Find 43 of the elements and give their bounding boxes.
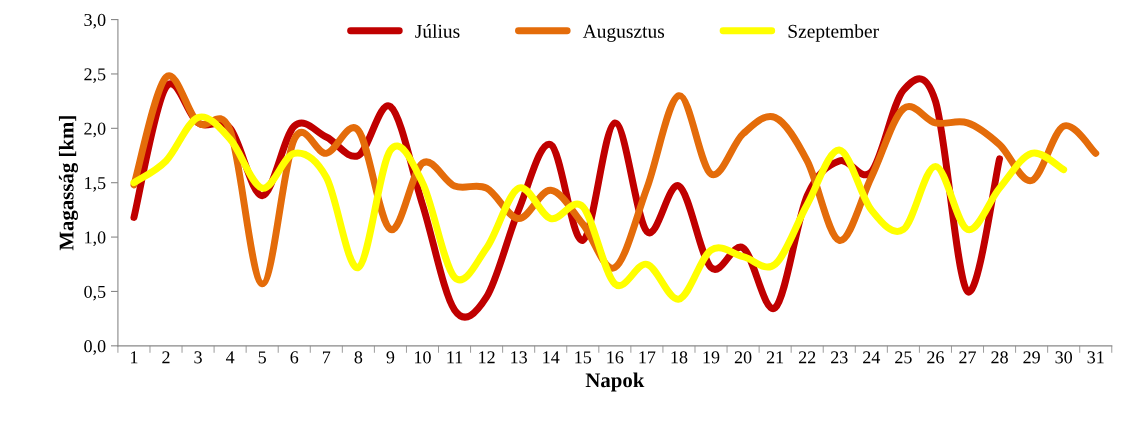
x-tick-label: 29 xyxy=(1023,351,1040,364)
x-tick-label: 20 xyxy=(734,351,752,364)
x-tick-label: 19 xyxy=(703,351,720,364)
x-tick-label: 22 xyxy=(798,351,816,364)
x-tick-label: 2 xyxy=(162,351,170,364)
y-tick-label: 0,0 xyxy=(84,340,106,355)
x-tick-label: 8 xyxy=(354,351,363,364)
x-tick-label: 28 xyxy=(991,351,1008,364)
legend-label: Augusztus xyxy=(582,24,665,42)
x-tick-label: 30 xyxy=(1055,351,1073,364)
x-tick-label: 10 xyxy=(415,351,431,364)
y-tick-label: 3,0 xyxy=(84,13,106,29)
legend-label: Július xyxy=(415,24,460,38)
x-tick-label: 15 xyxy=(575,351,592,364)
x-tick-label: 16 xyxy=(607,351,624,364)
x-tick-label: 11 xyxy=(447,351,463,364)
legend-label: Szeptember xyxy=(788,24,879,42)
x-tick-label: 27 xyxy=(959,351,977,364)
x-tick-label: 25 xyxy=(895,351,912,364)
y-tick-label: 1,5 xyxy=(85,177,106,192)
x-tick-label: 14 xyxy=(543,351,560,364)
x-tick-label: 18 xyxy=(671,351,688,364)
x-tick-label: 21 xyxy=(766,351,784,364)
y-tick-label: 2,5 xyxy=(84,68,106,83)
y-axis-title: Magasság [km] xyxy=(58,116,78,251)
x-tick-label: 4 xyxy=(225,351,235,364)
x-tick-label: 9 xyxy=(386,351,395,364)
x-tick-label: 6 xyxy=(290,351,299,364)
y-tick-label: 1,0 xyxy=(85,231,106,247)
x-tick-label: 23 xyxy=(831,351,848,364)
x-tick-label: 13 xyxy=(511,351,527,364)
x-tick-label: 31 xyxy=(1087,351,1104,364)
x-tick-label: 17 xyxy=(639,351,656,364)
x-tick-label: 24 xyxy=(863,351,881,364)
x-tick-label: 12 xyxy=(479,351,495,364)
x-tick-label: 5 xyxy=(258,351,266,364)
x-tick-label: 3 xyxy=(194,351,202,364)
x-axis-title: Napok xyxy=(585,372,645,392)
x-tick-label: 26 xyxy=(927,351,944,364)
y-tick-label: 0,5 xyxy=(84,285,106,301)
x-tick-label: 7 xyxy=(322,351,331,364)
x-tick-label: 1 xyxy=(131,351,138,364)
y-tick-label: 2,0 xyxy=(84,122,106,138)
